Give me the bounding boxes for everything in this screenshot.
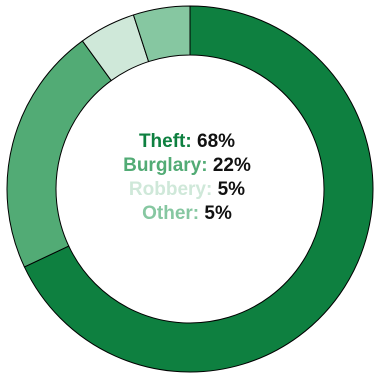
legend-burglary: Burglary: 22% — [0, 154, 374, 178]
center-legend: Theft: 68% Burglary: 22% Robbery: 5% Oth… — [0, 130, 374, 226]
donut-slice-other — [132, 5, 191, 63]
legend-value-theft: 68% — [197, 131, 236, 152]
donut-slice-theft — [23, 5, 374, 373]
legend-label-other: Other: — [142, 203, 200, 224]
legend-label-burglary: Burglary: — [123, 155, 208, 176]
legend-label-robbery: Robbery: — [128, 179, 213, 200]
legend-value-robbery: 5% — [217, 179, 246, 200]
legend-theft: Theft: 68% — [0, 130, 374, 154]
legend-robbery: Robbery: 5% — [0, 178, 374, 202]
legend-label-theft: Theft: — [138, 131, 192, 152]
legend-other: Other: 5% — [0, 202, 374, 226]
legend-value-burglary: 22% — [212, 155, 251, 176]
legend-value-other: 5% — [204, 203, 232, 224]
